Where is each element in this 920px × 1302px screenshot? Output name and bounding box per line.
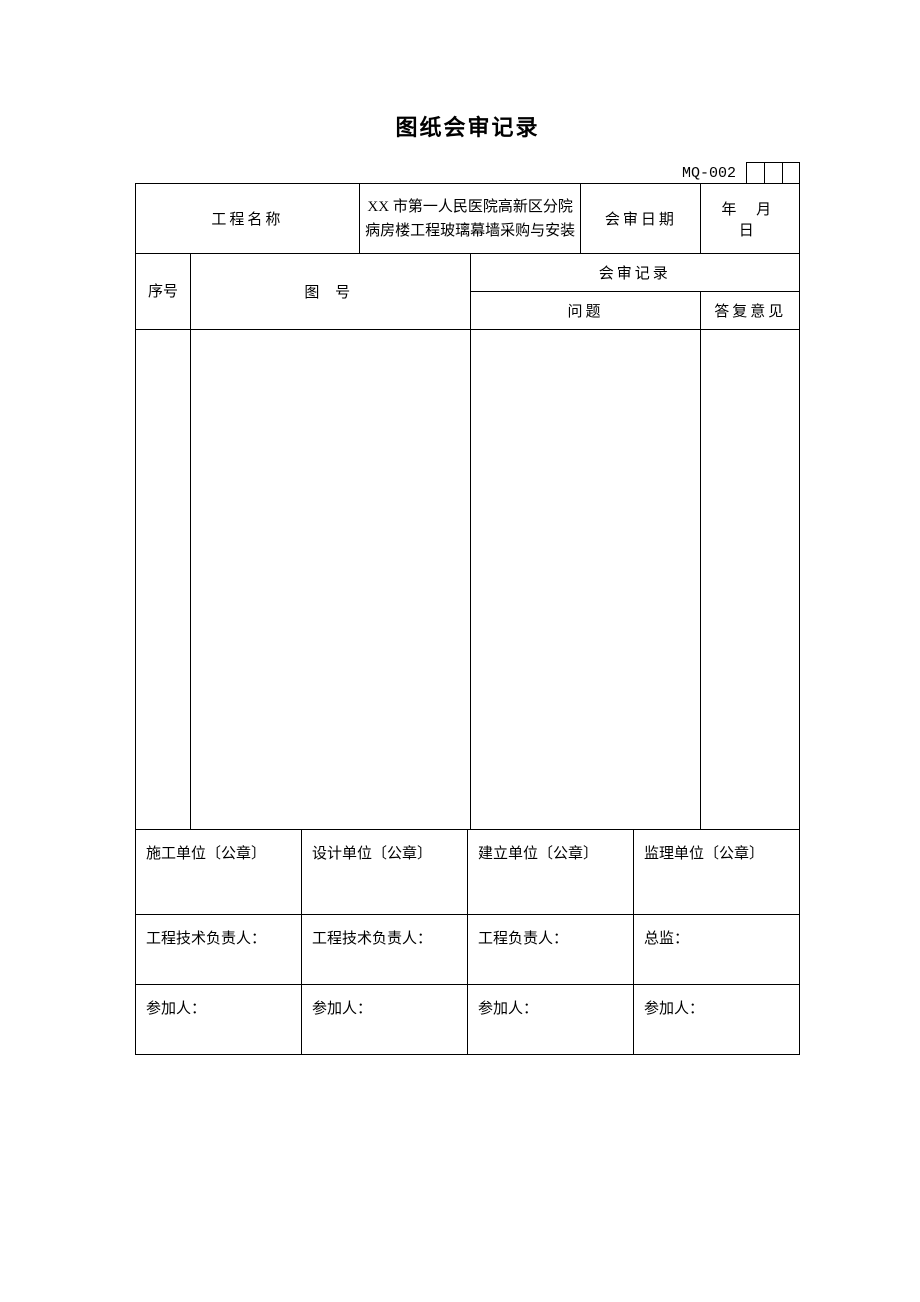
- resp2-cell[interactable]: 工程技术负责人：: [302, 915, 468, 985]
- question-header: 问题: [470, 292, 701, 330]
- main-table: 工程名称 XX 市第一人民医院高新区分院病房楼工程玻璃幕墙采购与安装 会审日期 …: [135, 183, 800, 830]
- seq-cell[interactable]: [136, 330, 191, 830]
- code-box[interactable]: [764, 162, 782, 184]
- drawing-header: 图 号: [191, 254, 471, 330]
- code-box[interactable]: [782, 162, 800, 184]
- drawing-cell[interactable]: [191, 330, 471, 830]
- reply-header: 答复意见: [701, 292, 800, 330]
- unit4-cell[interactable]: 监理单位〔公章〕: [634, 830, 800, 915]
- part3-cell[interactable]: 参加人：: [468, 985, 634, 1055]
- reply-cell[interactable]: [701, 330, 800, 830]
- unit1-cell[interactable]: 施工单位〔公章〕: [136, 830, 302, 915]
- sign-row-3: 参加人： 参加人： 参加人： 参加人：: [136, 985, 800, 1055]
- page-title: 图纸会审记录: [135, 110, 800, 142]
- doc-code-row: MQ-002: [135, 162, 800, 184]
- sign-row-2: 工程技术负责人： 工程技术负责人： 工程负责人： 总监：: [136, 915, 800, 985]
- unit3-cell[interactable]: 建立单位〔公章〕: [468, 830, 634, 915]
- code-box[interactable]: [746, 162, 764, 184]
- resp4-cell[interactable]: 总监：: [634, 915, 800, 985]
- project-name-value: XX 市第一人民医院高新区分院病房楼工程玻璃幕墙采购与安装: [359, 184, 581, 254]
- sign-row-1: 施工单位〔公章〕 设计单位〔公章〕 建立单位〔公章〕 监理单位〔公章〕: [136, 830, 800, 915]
- review-date-label: 会审日期: [581, 184, 701, 254]
- question-cell[interactable]: [470, 330, 701, 830]
- doc-code: MQ-002: [682, 165, 736, 182]
- code-boxes: [746, 162, 800, 184]
- part2-cell[interactable]: 参加人：: [302, 985, 468, 1055]
- seq-header: 序号: [136, 254, 191, 330]
- record-header: 会审记录: [470, 254, 799, 292]
- unit2-cell[interactable]: 设计单位〔公章〕: [302, 830, 468, 915]
- review-date-value: 年 月 日: [701, 184, 800, 254]
- part4-cell[interactable]: 参加人：: [634, 985, 800, 1055]
- table-body-row: [136, 330, 800, 830]
- column-header-row-1: 序号 图 号 会审记录: [136, 254, 800, 292]
- project-name-label: 工程名称: [136, 184, 360, 254]
- resp1-cell[interactable]: 工程技术负责人：: [136, 915, 302, 985]
- resp3-cell[interactable]: 工程负责人：: [468, 915, 634, 985]
- header-row: 工程名称 XX 市第一人民医院高新区分院病房楼工程玻璃幕墙采购与安装 会审日期 …: [136, 184, 800, 254]
- part1-cell[interactable]: 参加人：: [136, 985, 302, 1055]
- signature-table: 施工单位〔公章〕 设计单位〔公章〕 建立单位〔公章〕 监理单位〔公章〕 工程技术…: [135, 829, 800, 1055]
